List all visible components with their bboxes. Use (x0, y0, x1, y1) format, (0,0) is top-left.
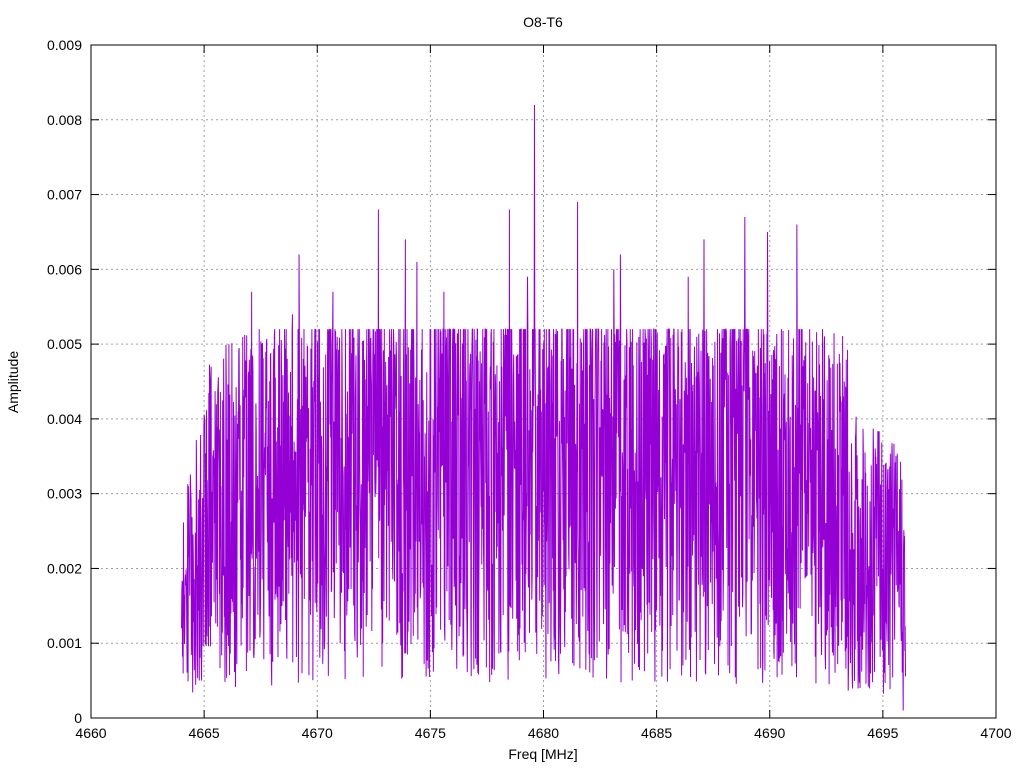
y-tick-label: 0.001 (47, 635, 82, 651)
axis-ticks (90, 44, 997, 719)
y-tick-label: 0.006 (47, 261, 82, 277)
y-tick-label: 0.007 (47, 187, 82, 203)
y-tick-label: 0.005 (47, 336, 82, 352)
y-tick-label: 0.004 (47, 411, 82, 427)
y-tick-label: 0.008 (47, 112, 82, 128)
x-tick-label: 4665 (189, 725, 220, 741)
x-tick-label: 4700 (980, 725, 1011, 741)
x-tick-label: 4680 (528, 725, 559, 741)
y-axis-label: Amplitude (5, 351, 21, 413)
x-tick-labels: 4660 4665 4670 4675 4680 4685 4690 4695 4700 (75, 725, 1011, 741)
y-tick-labels: 0 0.001 0.002 0.003 0.004 0.005 0.006 0.007 0.00… (47, 37, 82, 726)
chart-title: O8-T6 (523, 14, 563, 30)
y-tick-label: 0 (74, 710, 82, 726)
x-tick-label: 4685 (641, 725, 672, 741)
x-tick-label: 4670 (302, 725, 333, 741)
series-line (181, 104, 906, 711)
series-group (181, 104, 906, 711)
x-axis-label: Freq [MHz] (508, 746, 577, 762)
x-tick-label: 4690 (754, 725, 785, 741)
y-tick-label: 0.009 (47, 37, 82, 53)
x-tick-label: 4675 (415, 725, 446, 741)
y-tick-label: 0.003 (47, 486, 82, 502)
x-tick-label: 4660 (75, 725, 106, 741)
x-tick-label: 4695 (867, 725, 898, 741)
y-tick-label: 0.002 (47, 560, 82, 576)
